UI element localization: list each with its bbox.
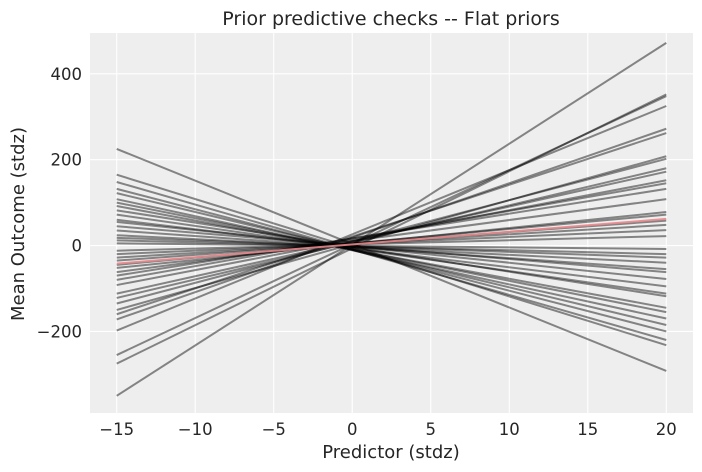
series-line <box>116 242 667 250</box>
series-line <box>116 235 667 252</box>
x-tick-label: −10 <box>178 420 213 439</box>
series-line <box>116 209 667 298</box>
series-line <box>116 198 667 320</box>
y-axis-label: Mean Outcome (stdz) <box>8 127 29 321</box>
series-line <box>116 105 667 332</box>
y-ticks: −200 0 200 400 <box>37 65 82 342</box>
x-tick-label: −15 <box>99 420 134 439</box>
x-tick-label: 15 <box>577 420 598 439</box>
plot-background <box>90 33 693 413</box>
series-line <box>116 187 667 277</box>
series-line <box>116 220 667 281</box>
series-line <box>116 179 667 287</box>
x-tick-label: 20 <box>656 420 677 439</box>
series-line <box>116 187 667 333</box>
series-line <box>116 213 667 295</box>
y-tick-label: −200 <box>37 322 82 341</box>
grid <box>90 33 693 413</box>
y-tick-label: 0 <box>72 237 83 256</box>
y-tick-label: 400 <box>51 65 83 84</box>
series-line <box>116 236 667 259</box>
series-line <box>116 173 667 347</box>
series-line <box>116 132 667 316</box>
series-line <box>116 198 667 274</box>
series-line <box>116 93 667 365</box>
series-line <box>116 148 667 372</box>
x-tick-label: 0 <box>347 420 358 439</box>
chart-title: Prior predictive checks -- Flat priors <box>222 8 559 30</box>
series-line <box>116 182 667 281</box>
series-line <box>116 42 667 397</box>
x-axis-label: Predictor (stdz) <box>322 442 460 463</box>
x-tick-label: 10 <box>499 420 520 439</box>
series-line <box>116 201 667 314</box>
series-line <box>116 181 667 341</box>
highlight-line <box>116 217 667 265</box>
series-line <box>116 205 667 309</box>
y-tick-label: 200 <box>51 151 83 170</box>
series-lines <box>116 42 667 397</box>
series-line <box>116 218 667 288</box>
series-line <box>116 155 667 311</box>
series-line <box>116 211 667 269</box>
series-line <box>116 192 667 326</box>
series-line <box>116 95 667 356</box>
series-line <box>116 127 667 321</box>
highlight-line-group <box>116 217 667 265</box>
series-line <box>116 157 667 305</box>
series-line <box>116 225 667 274</box>
series-line <box>116 234 667 264</box>
x-ticks: −15 −10 −5 0 5 10 15 20 <box>99 420 677 439</box>
series-line <box>116 229 667 271</box>
series-line <box>116 239 667 256</box>
x-tick-label: −5 <box>262 420 286 439</box>
x-tick-label: 5 <box>426 420 437 439</box>
series-line <box>116 170 667 295</box>
series-line <box>116 167 667 299</box>
